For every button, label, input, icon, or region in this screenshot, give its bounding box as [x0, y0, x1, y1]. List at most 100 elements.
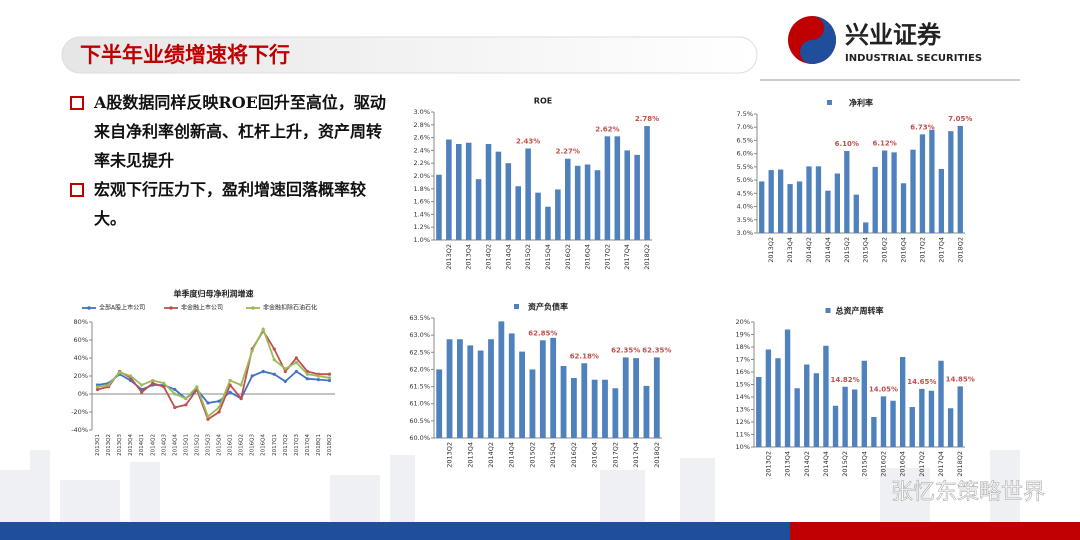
x-tick-label: 2013Q4	[465, 244, 473, 270]
y-tick-label: 17%	[736, 356, 750, 364]
bar	[455, 144, 462, 240]
x-tick-label: 2014Q4	[822, 451, 830, 477]
bar	[929, 129, 935, 233]
bar	[545, 206, 551, 240]
x-tick-label: 2015Q2	[528, 442, 536, 468]
y-tick-label: 6.5%	[736, 136, 753, 144]
bar	[910, 149, 916, 233]
point	[184, 396, 188, 401]
bar	[457, 339, 463, 438]
point	[206, 401, 210, 405]
y-tick-label: 80%	[74, 318, 88, 326]
x-tick-label: 2017Q2	[918, 451, 926, 477]
bar	[465, 142, 472, 240]
x-tick-label: 2018Q2	[653, 442, 661, 468]
point	[228, 390, 232, 394]
point	[272, 347, 276, 351]
y-tick-label: 1.8%	[413, 185, 430, 193]
point	[294, 369, 298, 374]
bar	[957, 125, 963, 233]
bar	[591, 379, 598, 438]
x-tick-label: 2013Q2	[767, 237, 775, 263]
bar	[446, 339, 453, 438]
x-tick-label: 2013Q2	[764, 451, 772, 477]
point	[283, 369, 287, 374]
x-tick-label: 2014Q2	[487, 442, 495, 468]
bar	[777, 169, 784, 233]
bar	[815, 166, 822, 233]
chart-title: 资产负债率	[528, 302, 568, 312]
x-tick-label: 2016Q4	[899, 451, 907, 477]
bar	[614, 136, 621, 240]
header-title: 下半年业绩增速将下行	[80, 43, 290, 67]
bar	[900, 183, 907, 233]
x-tick-label: 2013Q2	[106, 434, 112, 456]
bar	[594, 170, 601, 240]
title-marker	[514, 304, 519, 309]
x-tick-label: 2016Q2	[564, 244, 572, 270]
value-label: 6.10%	[835, 140, 859, 148]
y-tick-label: 6.0%	[736, 150, 753, 158]
x-tick-label: 2013Q4	[784, 451, 792, 477]
bar	[852, 389, 858, 447]
bar	[823, 345, 829, 447]
bar	[633, 358, 639, 438]
point	[184, 403, 188, 407]
bar	[529, 369, 536, 438]
value-label: 6.12%	[872, 139, 896, 147]
bar	[784, 329, 791, 447]
title-marker	[825, 308, 831, 313]
bar	[890, 400, 896, 447]
x-tick-label: 2014Q4	[508, 442, 516, 468]
y-tick-label: 2.4%	[413, 146, 430, 154]
x-tick-label: 2014Q2	[150, 434, 156, 456]
y-tick-label: 3.0%	[736, 229, 753, 237]
bar	[948, 131, 954, 233]
point	[316, 378, 321, 382]
bar	[863, 222, 869, 233]
watermark: 张忆东策略世界	[891, 480, 1045, 505]
bullet: A股数据同样反映ROE回升至高位，驱动来自净利率创新高、杠杆上升，资产周转率未见…	[68, 88, 386, 175]
value-label: 6.73%	[910, 123, 934, 131]
x-tick-label: 2016Q4	[900, 237, 908, 263]
bar	[881, 150, 888, 233]
bar	[508, 333, 515, 438]
legend-label: 全部A股上市公司	[99, 304, 145, 312]
point	[151, 381, 155, 385]
y-tick-label: 10%	[736, 443, 750, 451]
line-series	[97, 329, 330, 421]
chart-title: ROE	[534, 97, 552, 106]
point	[272, 372, 276, 376]
x-tick-label: 2014Q2	[805, 237, 813, 263]
skyline	[0, 450, 1020, 522]
bar	[515, 186, 522, 240]
point	[173, 392, 177, 396]
bar	[581, 363, 588, 438]
bar	[602, 379, 608, 438]
x-tick-label: 2016Q4	[584, 244, 592, 270]
x-tick-label: 2016Q3	[250, 434, 256, 456]
point	[261, 369, 265, 374]
x-tick-label: 2015Q4	[217, 434, 223, 456]
point	[206, 417, 210, 421]
y-tick-label: 62.5%	[409, 348, 430, 356]
point	[294, 360, 298, 365]
y-tick-label: 61.5%	[409, 383, 430, 391]
point	[250, 374, 254, 378]
x-tick-label: 2013Q3	[117, 434, 123, 456]
legend-marker	[87, 306, 91, 310]
bar	[488, 339, 494, 438]
x-tick-label: 2015Q2	[194, 434, 200, 456]
bar	[624, 150, 631, 240]
point	[162, 381, 166, 385]
bar	[938, 360, 944, 447]
bar	[787, 184, 793, 233]
bar	[919, 388, 925, 447]
bar	[853, 194, 859, 233]
x-tick-label: 2015Q4	[862, 237, 870, 263]
bar	[622, 357, 629, 438]
x-tick-label: 2017Q4	[937, 237, 945, 263]
y-tick-label: 2.0%	[413, 172, 430, 180]
x-tick-label: 2015Q2	[524, 244, 532, 270]
